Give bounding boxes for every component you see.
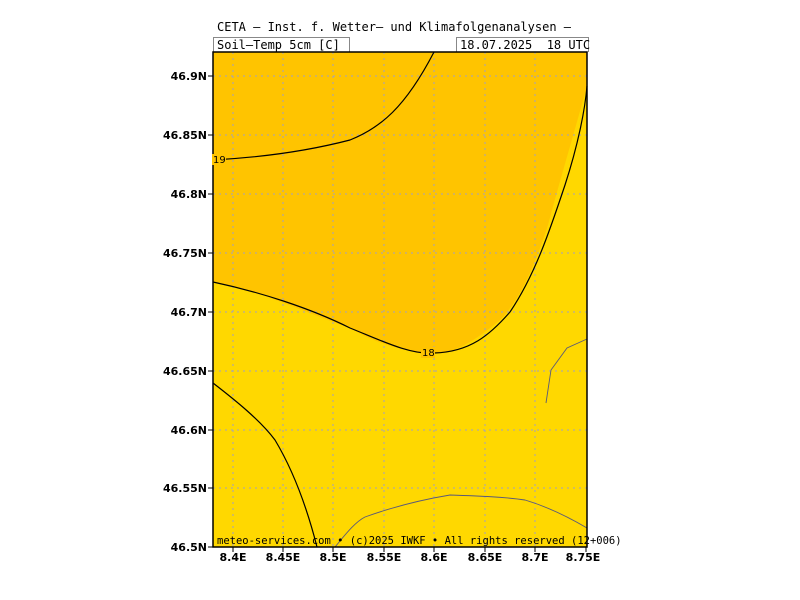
border-line-east — [545, 338, 588, 404]
variable-label: Soil—Temp_5cm_[C] — [213, 37, 350, 52]
lat-label: 46.6N — [171, 424, 207, 437]
lat-label: 46.65N — [163, 365, 207, 378]
lon-label: 8.7E — [521, 551, 548, 564]
contour-label-18: 18 — [422, 348, 435, 359]
lat-label: 46.8N — [171, 188, 207, 201]
contour-18-line-upper — [212, 85, 588, 354]
contour-19-line — [212, 51, 435, 161]
lon-label: 8.45E — [266, 551, 301, 564]
lon-label: 8.65E — [468, 551, 503, 564]
lat-label: 46.55N — [163, 482, 207, 495]
border-line-south — [334, 494, 588, 548]
lon-label: 8.75E — [566, 551, 601, 564]
lat-label: 46.7N — [171, 306, 207, 319]
lon-label: 8.4E — [219, 551, 246, 564]
map-frame — [212, 51, 588, 548]
valid-time-label: 18.07.2025 18 UTC — [456, 37, 590, 52]
contour-18-line-lower — [212, 382, 318, 548]
lat-lon-grid — [213, 52, 587, 547]
lat-label: 46.5N — [171, 541, 207, 554]
contour-label-19-bg — [212, 154, 226, 165]
lat-label: 46.75N — [163, 247, 207, 260]
lon-label: 8.5E — [319, 551, 346, 564]
lon-label: 8.6E — [420, 551, 447, 564]
temp-band-above-18 — [213, 52, 587, 354]
map-title: CETA — Inst. f. Wetter— und Klimafolgena… — [217, 20, 572, 34]
lat-label: 46.85N — [163, 129, 207, 142]
lon-label: 8.55E — [367, 551, 402, 564]
lat-label: 46.9N — [171, 70, 207, 83]
copyright-credit: meteo-services.com • (c)2025 IWKF • All … — [217, 535, 622, 547]
contour-label-18-bg — [421, 347, 435, 358]
contour-label-19: 19 — [213, 155, 226, 166]
